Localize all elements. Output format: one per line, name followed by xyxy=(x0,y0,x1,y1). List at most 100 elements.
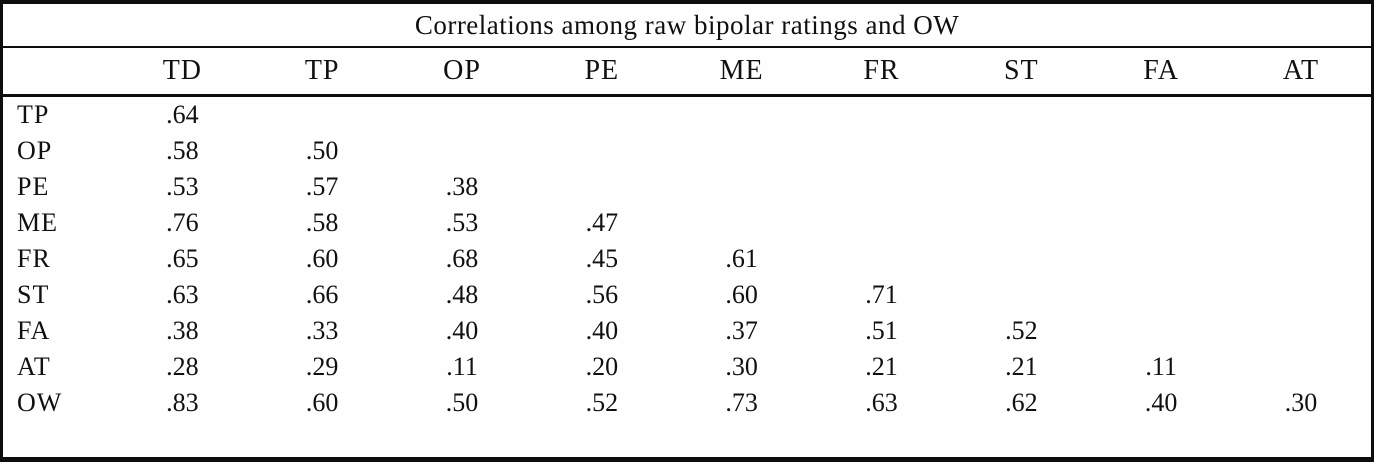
value-cell-AT-PE: .20 xyxy=(585,352,619,381)
value-cell-FA-PE: .40 xyxy=(585,316,619,345)
value-cell-FR-FA xyxy=(1091,241,1231,277)
value-cell-ME-OP: .53 xyxy=(445,208,479,237)
value-cell-TP-ME xyxy=(672,96,812,134)
column-header-OP: OP xyxy=(392,48,532,97)
value-cell-PE-PE xyxy=(532,169,672,205)
header-corner-cell xyxy=(3,48,113,97)
value-cell-ST-TD: .63 xyxy=(166,280,199,309)
value-cell-PE-FR xyxy=(812,169,952,205)
table-row-OP: OP .58 .50 xyxy=(3,133,1371,169)
value-cell-ST-ST xyxy=(951,277,1091,313)
table-row-TP: TP .64 xyxy=(3,96,1371,134)
value-cell-OP-FA xyxy=(1091,133,1231,169)
value-cell-ME-AT xyxy=(1231,205,1371,241)
column-header-ME: ME xyxy=(671,48,812,97)
value-cell-OP-TP: .50 xyxy=(305,136,339,165)
value-cell-FR-TD: .65 xyxy=(166,244,199,273)
table-row-FA: FA .38 .33 .40 .40 .37 .51 .52 xyxy=(3,313,1371,349)
value-cell-PE-TP: .57 xyxy=(305,172,339,201)
row-label-OP: OP xyxy=(17,136,53,165)
value-cell-AT-ST: .21 xyxy=(1005,352,1038,381)
value-cell-AT-FR: .21 xyxy=(865,352,898,381)
value-cell-FA-TD: .38 xyxy=(166,316,199,345)
column-header-TD: TD xyxy=(112,48,253,97)
table-row-FR: FR .65 .60 .68 .45 .61 xyxy=(3,241,1371,277)
column-header-FA: FA xyxy=(1091,48,1232,97)
row-label-PE: PE xyxy=(17,172,50,201)
table-row-PE: PE .53 .57 .38 xyxy=(3,169,1371,205)
value-cell-PE-ME xyxy=(672,169,812,205)
value-cell-OW-ST: .62 xyxy=(1005,388,1038,417)
table-header: TD TP OP PE ME FR ST FA AT xyxy=(3,48,1371,97)
value-cell-OW-TP: .60 xyxy=(305,388,339,417)
value-cell-FR-OP: .68 xyxy=(445,244,479,273)
correlation-table-grid: TD TP OP PE ME FR ST FA AT TP .64 OP .58 .50 PE .53 .57… xyxy=(3,48,1371,421)
column-header-FR: FR xyxy=(811,48,952,97)
value-cell-FR-FR xyxy=(812,241,952,277)
value-cell-OP-OP xyxy=(392,133,532,169)
value-cell-FA-FR: .51 xyxy=(865,316,898,345)
value-cell-FR-ME: .61 xyxy=(725,244,758,273)
value-cell-ST-AT xyxy=(1231,277,1371,313)
value-cell-ST-TP: .66 xyxy=(305,280,339,309)
value-cell-OP-TD: .58 xyxy=(166,136,199,165)
table-row-AT: AT .28 .29 .11 .20 .30 .21 .21 .11 xyxy=(3,349,1371,385)
row-label-FR: FR xyxy=(17,244,51,273)
value-cell-OW-TD: .83 xyxy=(166,388,199,417)
value-cell-ST-OP: .48 xyxy=(445,280,479,309)
value-cell-TP-FA xyxy=(1091,96,1231,134)
value-cell-AT-TD: .28 xyxy=(166,352,199,381)
value-cell-TP-FR xyxy=(812,96,952,134)
value-cell-OW-FR: .63 xyxy=(865,388,898,417)
value-cell-PE-TD: .53 xyxy=(166,172,199,201)
value-cell-FA-ST: .52 xyxy=(1005,316,1038,345)
value-cell-PE-OP: .38 xyxy=(445,172,479,201)
value-cell-AT-ME: .30 xyxy=(725,352,758,381)
value-cell-FA-AT xyxy=(1231,313,1371,349)
value-cell-OW-PE: .52 xyxy=(585,388,619,417)
value-cell-FA-OP: .40 xyxy=(445,316,479,345)
value-cell-ME-ME xyxy=(672,205,812,241)
table-row-OW: OW .83 .60 .50 .52 .73 .63 .62 .40 .30 xyxy=(3,385,1371,421)
row-label-AT: AT xyxy=(17,352,51,381)
column-header-ST: ST xyxy=(951,48,1092,97)
value-cell-ME-ST xyxy=(951,205,1091,241)
value-cell-AT-FA: .11 xyxy=(1145,352,1177,381)
value-cell-OP-ST xyxy=(951,133,1091,169)
table-row-ME: ME .76 .58 .53 .47 xyxy=(3,205,1371,241)
value-cell-ME-TP: .58 xyxy=(305,208,339,237)
header-row: TD TP OP PE ME FR ST FA AT xyxy=(3,48,1371,97)
row-label-ME: ME xyxy=(17,208,58,237)
value-cell-TP-ST xyxy=(951,96,1091,134)
value-cell-FR-AT xyxy=(1231,241,1371,277)
value-cell-FA-ME: .37 xyxy=(725,316,758,345)
column-header-AT: AT xyxy=(1231,48,1371,97)
value-cell-OP-ME xyxy=(672,133,812,169)
value-cell-TP-TD: .64 xyxy=(166,100,199,129)
value-cell-OP-AT xyxy=(1231,133,1371,169)
value-cell-FR-PE: .45 xyxy=(585,244,619,273)
value-cell-OP-FR xyxy=(812,133,952,169)
value-cell-TP-TP xyxy=(252,96,392,134)
value-cell-ME-FR xyxy=(812,205,952,241)
value-cell-OW-OP: .50 xyxy=(445,388,479,417)
value-cell-ME-TD: .76 xyxy=(166,208,199,237)
value-cell-ME-FA xyxy=(1091,205,1231,241)
value-cell-OW-ME: .73 xyxy=(725,388,758,417)
row-label-FA: FA xyxy=(17,316,51,345)
value-cell-FR-ST xyxy=(951,241,1091,277)
value-cell-AT-OP: .11 xyxy=(446,352,478,381)
value-cell-PE-FA xyxy=(1091,169,1231,205)
value-cell-FA-TP: .33 xyxy=(305,316,339,345)
value-cell-FA-FA xyxy=(1091,313,1231,349)
value-cell-ST-PE: .56 xyxy=(585,280,619,309)
column-header-PE: PE xyxy=(531,48,672,97)
row-label-TP: TP xyxy=(17,100,50,129)
value-cell-ME-PE: .47 xyxy=(585,208,619,237)
value-cell-PE-AT xyxy=(1231,169,1371,205)
value-cell-TP-AT xyxy=(1231,96,1371,134)
row-label-OW: OW xyxy=(17,388,63,417)
value-cell-OW-AT: .30 xyxy=(1284,388,1318,417)
